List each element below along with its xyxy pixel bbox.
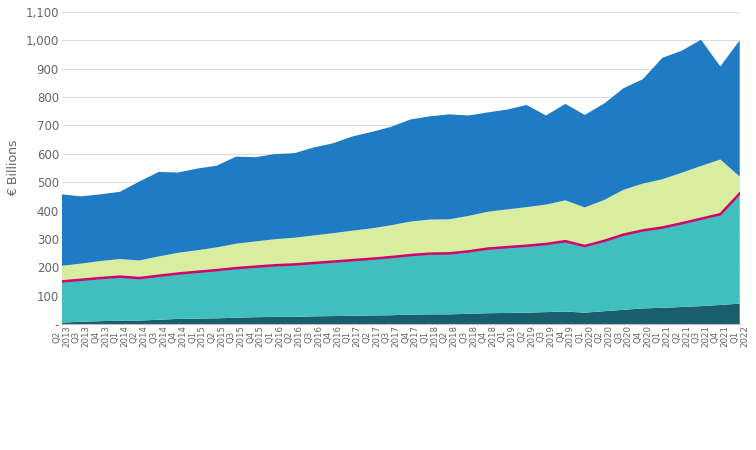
Y-axis label: € Billions: € Billions	[7, 140, 20, 196]
